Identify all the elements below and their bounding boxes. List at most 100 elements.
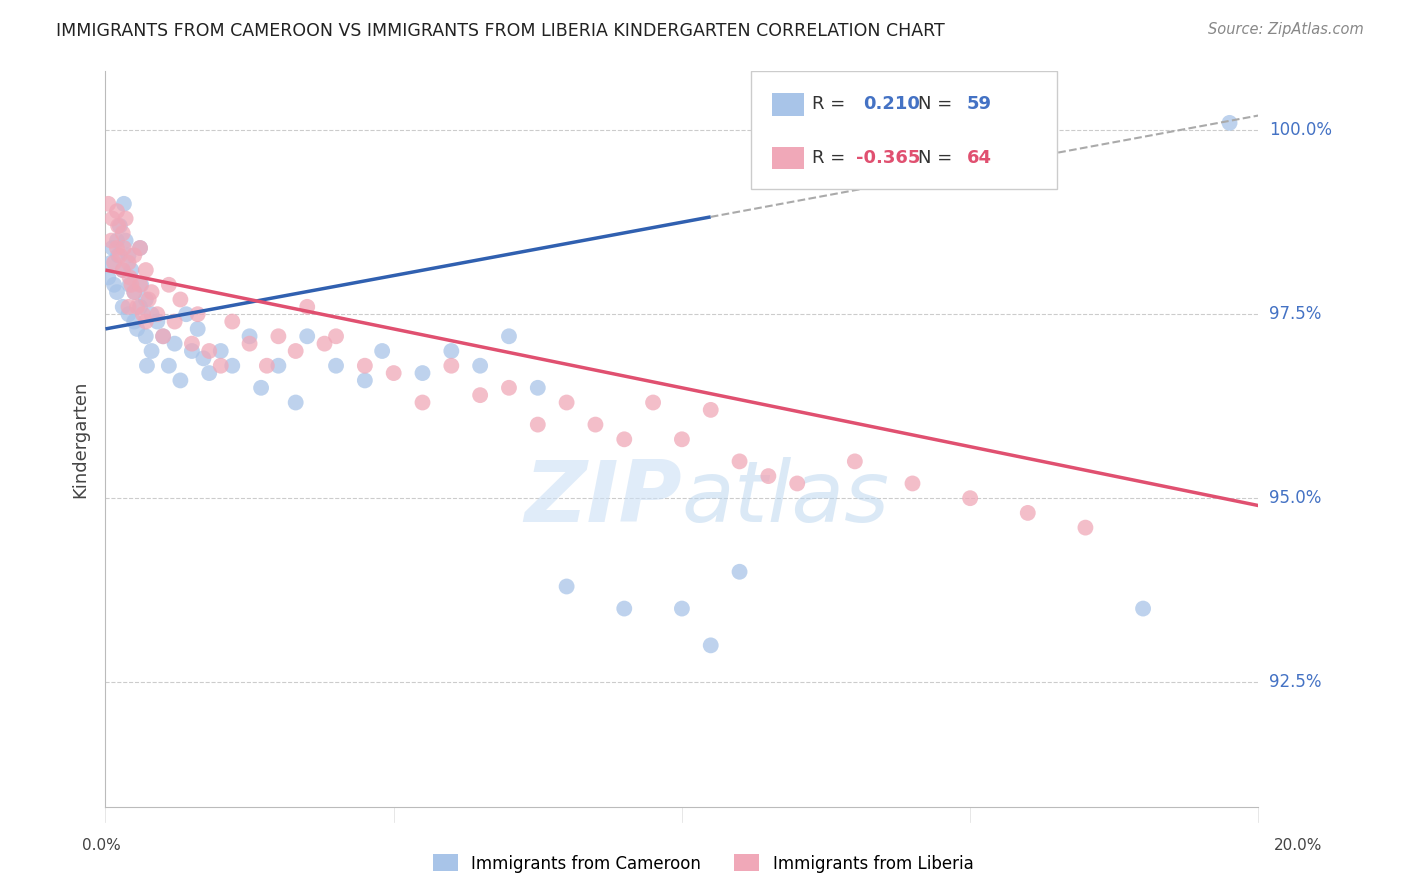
Point <box>117 256 139 270</box>
Point <box>180 344 204 359</box>
Point <box>127 300 149 314</box>
Point <box>671 433 693 447</box>
Point <box>555 580 578 594</box>
Point <box>157 359 180 373</box>
Point <box>239 329 262 343</box>
Point <box>136 359 159 373</box>
Point <box>901 476 924 491</box>
Point <box>107 219 129 233</box>
Point <box>111 263 134 277</box>
Text: 100.0%: 100.0% <box>1270 121 1333 139</box>
Point <box>120 277 142 292</box>
Text: ZIP: ZIP <box>524 457 682 540</box>
Point <box>163 336 186 351</box>
Text: atlas: atlas <box>682 457 890 540</box>
Point <box>108 248 131 262</box>
Point <box>498 381 520 395</box>
FancyBboxPatch shape <box>772 94 804 116</box>
Point <box>411 395 433 409</box>
Point <box>267 329 290 343</box>
Text: Source: ZipAtlas.com: Source: ZipAtlas.com <box>1208 22 1364 37</box>
Point <box>100 234 122 248</box>
Point <box>284 395 307 409</box>
FancyBboxPatch shape <box>751 71 1057 189</box>
Point <box>297 329 319 343</box>
Point <box>141 285 163 300</box>
Text: 0.210: 0.210 <box>863 95 920 113</box>
Point <box>118 270 141 285</box>
Point <box>198 344 221 359</box>
Point <box>103 256 125 270</box>
Point <box>157 277 180 292</box>
Point <box>101 241 124 255</box>
Point <box>844 454 866 468</box>
Point <box>174 307 197 321</box>
Point <box>959 491 981 506</box>
Point <box>613 433 636 447</box>
Point <box>135 263 157 277</box>
Point <box>152 329 174 343</box>
Point <box>354 374 377 388</box>
Point <box>100 256 122 270</box>
Point <box>221 315 243 329</box>
Point <box>411 366 433 380</box>
Text: R =: R = <box>813 95 851 113</box>
Point <box>132 307 155 321</box>
Point <box>1132 601 1154 615</box>
Point <box>209 359 232 373</box>
Text: R =: R = <box>813 149 851 167</box>
Point <box>325 329 347 343</box>
Point <box>314 336 336 351</box>
Point <box>97 270 120 285</box>
Point <box>284 344 307 359</box>
Legend: Immigrants from Cameroon, Immigrants from Liberia: Immigrants from Cameroon, Immigrants fro… <box>426 847 980 880</box>
Point <box>129 300 152 314</box>
Point <box>256 359 278 373</box>
Point <box>114 234 136 248</box>
Point <box>498 329 520 343</box>
Point <box>700 639 723 653</box>
Point <box>209 344 232 359</box>
Point <box>613 601 636 615</box>
Point <box>112 241 135 255</box>
Text: 97.5%: 97.5% <box>1270 305 1322 323</box>
Point <box>97 197 120 211</box>
Point <box>124 285 146 300</box>
Text: 92.5%: 92.5% <box>1270 673 1322 691</box>
Point <box>239 336 262 351</box>
Point <box>152 329 174 343</box>
Point <box>120 263 142 277</box>
Point <box>141 307 163 321</box>
Point <box>141 344 163 359</box>
Point <box>105 241 128 255</box>
Point <box>105 234 128 248</box>
Point <box>470 388 492 402</box>
Point <box>527 381 550 395</box>
Point <box>124 285 146 300</box>
Point <box>585 417 607 432</box>
Point <box>700 403 723 417</box>
Point <box>111 263 134 277</box>
FancyBboxPatch shape <box>772 147 804 169</box>
Point <box>138 293 160 307</box>
Point <box>470 359 492 373</box>
Point <box>117 248 139 262</box>
Point <box>1017 506 1039 520</box>
Point <box>114 211 136 226</box>
Point <box>111 300 134 314</box>
Point <box>527 417 550 432</box>
Point <box>127 322 149 336</box>
Point <box>325 359 347 373</box>
Point <box>297 300 319 314</box>
Text: -0.365: -0.365 <box>856 149 921 167</box>
Text: N =: N = <box>918 149 959 167</box>
Point <box>193 351 215 366</box>
Text: N =: N = <box>918 95 959 113</box>
Point <box>129 241 152 255</box>
Point <box>758 469 780 483</box>
Point <box>187 322 209 336</box>
Point <box>169 293 191 307</box>
Text: 20.0%: 20.0% <box>1274 838 1322 854</box>
Point <box>129 241 152 255</box>
Point <box>555 395 578 409</box>
